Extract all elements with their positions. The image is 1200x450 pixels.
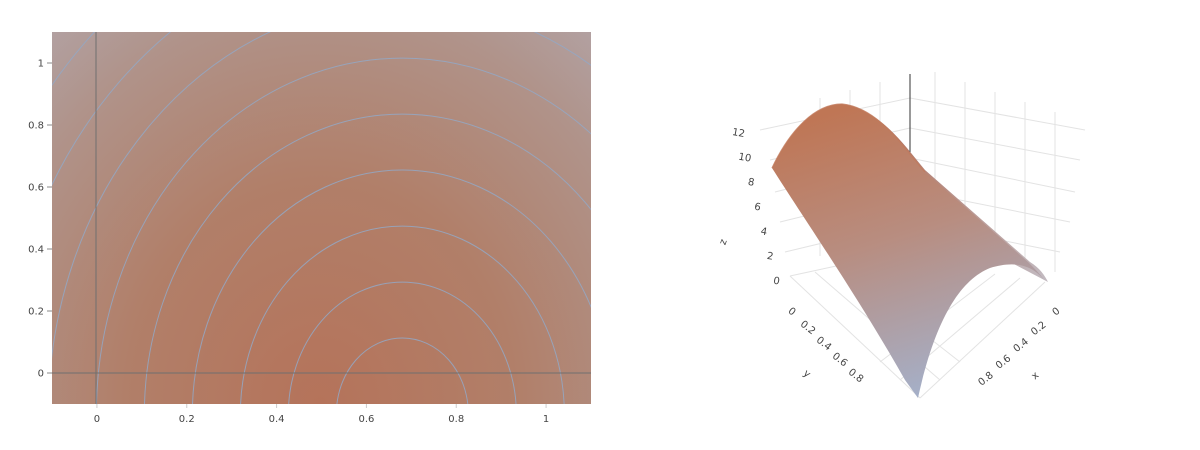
contour-y-tick-label: 0.6 — [28, 183, 44, 194]
contour-y-tick-label: 0.8 — [28, 121, 44, 132]
contour-x-tick-label: 0.8 — [448, 414, 464, 425]
surface-y-tick-label: 0.6 — [830, 351, 849, 369]
surface-y-tick-label: 0.8 — [846, 367, 865, 385]
surface-mesh — [772, 104, 1044, 398]
surface-z-tick-label: 10 — [738, 152, 752, 165]
surface-z-tick-label: 4 — [760, 226, 768, 238]
surface-x-tick-label: 0.8 — [976, 370, 995, 388]
surface-x-tick-label: 0.6 — [994, 353, 1013, 371]
surface-y-tick-label: 0.2 — [798, 319, 817, 337]
surface-x-tick-label: 0.2 — [1029, 320, 1048, 338]
surface-ridge-highlight — [771, 103, 926, 173]
contour-line — [96, 57, 591, 404]
contour-x-ticks: 0 0.2 0.4 0.6 0.8 1 — [94, 404, 549, 425]
contour-line — [240, 225, 565, 404]
surface-y-ticks: 00.20.40.60.8 — [786, 306, 866, 386]
surface-z-tick-label: 12 — [731, 127, 745, 140]
contour-y-tick-label: 0.4 — [28, 245, 44, 256]
surface-x-ticks: 00.20.40.60.8 — [976, 306, 1062, 389]
surface-z-tick-label: 8 — [747, 177, 755, 189]
contour-x-tick-label: 0.2 — [179, 414, 195, 425]
contour-line — [52, 32, 591, 360]
contour-y-ticks: 0 0.2 0.4 0.6 0.8 1 — [28, 59, 52, 380]
contour-y-tick-label: 0 — [38, 369, 44, 380]
contour-x-tick-label: 0.6 — [358, 414, 374, 425]
contour-x-tick-label: 0.4 — [269, 414, 285, 425]
contour-lines — [52, 32, 591, 404]
contour-line — [144, 113, 591, 404]
contour-x-tick-label: 1 — [543, 414, 549, 425]
contour-line — [192, 169, 591, 404]
surface-y-tick-label: 0 — [786, 306, 798, 319]
surface-z-tick-label: 0 — [772, 276, 780, 288]
surface-y-tick-label: 0.4 — [814, 335, 833, 353]
surface-z-axis-title: z — [718, 238, 730, 247]
contour-plot: 0 0.2 0.4 0.6 0.8 1 0 0.2 0.4 0.6 0.8 1 — [28, 32, 591, 425]
surface-x-tick-label: 0 — [1051, 306, 1063, 319]
surface-y-axis-title: y — [801, 368, 813, 380]
contour-line — [288, 281, 517, 404]
contour-line — [336, 337, 469, 404]
surface-z-ticks: 0 2 4 6 8 10 12 — [731, 127, 780, 287]
surface-z-tick-label: 6 — [753, 202, 761, 214]
contour-background — [52, 32, 591, 404]
surface-x-axis-title: x — [1030, 370, 1042, 382]
surface-x-tick-label: 0.4 — [1012, 336, 1031, 354]
surface-z-tick-label: 2 — [766, 251, 774, 263]
contour-y-tick-label: 1 — [38, 59, 44, 70]
contour-x-tick-label: 0 — [94, 414, 100, 425]
contour-y-tick-label: 0.2 — [28, 307, 44, 318]
